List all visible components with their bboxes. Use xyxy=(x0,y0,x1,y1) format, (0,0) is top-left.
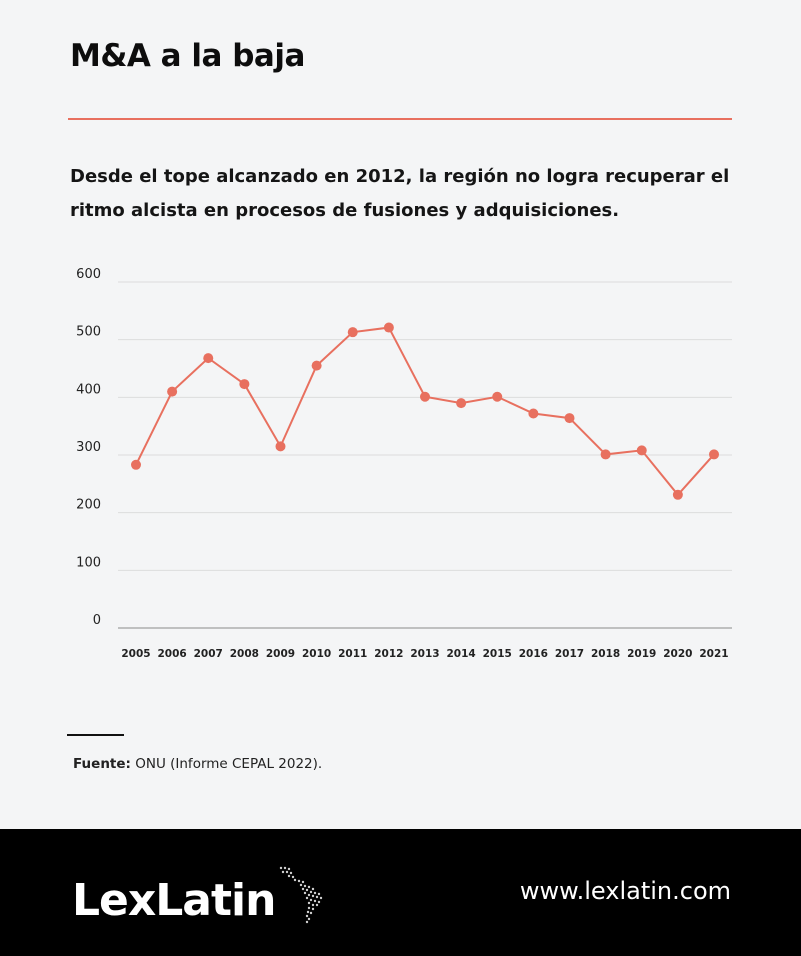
data-point xyxy=(600,449,611,460)
data-point xyxy=(564,413,575,424)
x-tick-label: 2010 xyxy=(302,648,331,660)
y-tick-label: 200 xyxy=(76,498,101,513)
x-tick-label: 2009 xyxy=(266,648,295,660)
data-point xyxy=(311,360,322,371)
footer-bar: LexLatin www.lexlatin.com xyxy=(0,829,801,956)
data-point xyxy=(383,322,394,333)
x-tick-label: 2016 xyxy=(519,648,548,660)
latin-america-map-icon xyxy=(280,866,323,924)
x-tick-label: 2020 xyxy=(663,648,692,660)
series-line xyxy=(135,326,715,497)
x-tick-label: 2019 xyxy=(627,648,656,660)
source-note: Fuente: ONU (Informe CEPAL 2022). xyxy=(73,756,322,772)
x-tick-label: 2013 xyxy=(410,648,439,660)
page-title: M&A a la baja xyxy=(70,38,305,74)
source-text: ONU (Informe CEPAL 2022). xyxy=(135,756,323,772)
y-axis-labels: 0 100 200 300 400 500 600 xyxy=(76,267,101,628)
y-tick-label: 100 xyxy=(76,555,101,570)
y-tick-label: 300 xyxy=(76,440,101,455)
data-point xyxy=(456,398,467,409)
data-point xyxy=(709,449,719,460)
y-tick-label: 400 xyxy=(76,382,101,397)
x-tick-label: 2006 xyxy=(158,648,187,660)
data-point xyxy=(347,327,358,338)
source-label: Fuente: xyxy=(73,756,131,772)
data-point xyxy=(636,445,647,456)
title-divider xyxy=(68,118,732,120)
data-point xyxy=(672,489,683,500)
data-point xyxy=(131,459,141,470)
data-point xyxy=(492,391,503,402)
data-point xyxy=(203,353,214,364)
x-tick-label: 2008 xyxy=(230,648,259,660)
x-axis-labels: 2005 2006 2007 2008 2009 2010 2011 2012 2013 2014… xyxy=(121,648,728,660)
x-tick-label: 2007 xyxy=(194,648,223,660)
data-point xyxy=(528,408,539,419)
x-tick-label: 2005 xyxy=(121,648,150,660)
y-tick-label: 0 xyxy=(93,613,101,628)
x-tick-label: 2012 xyxy=(374,648,403,660)
data-point xyxy=(420,391,430,402)
data-point xyxy=(167,386,178,397)
data-point xyxy=(239,379,250,390)
x-tick-label: 2021 xyxy=(699,648,728,660)
line-chart: 0 100 200 300 400 500 600 2005 2006 2007 2008 2009… xyxy=(76,267,732,660)
chart-subtitle: Desde el tope alcanzado en 2012, la regi… xyxy=(70,166,730,221)
x-tick-label: 2014 xyxy=(447,648,476,660)
x-tick-label: 2015 xyxy=(483,648,512,660)
website-link[interactable]: www.lexlatin.com xyxy=(519,877,731,905)
data-point xyxy=(275,441,286,452)
lexlatin-logo[interactable]: LexLatin xyxy=(72,865,327,927)
x-tick-label: 2017 xyxy=(555,648,584,660)
data-series xyxy=(131,322,719,500)
y-tick-label: 500 xyxy=(76,325,101,340)
logo-text: LexLatin xyxy=(72,875,276,926)
x-tick-label: 2011 xyxy=(338,648,367,660)
y-tick-label: 600 xyxy=(76,267,101,282)
source-divider xyxy=(67,734,124,736)
x-tick-label: 2018 xyxy=(591,648,620,660)
